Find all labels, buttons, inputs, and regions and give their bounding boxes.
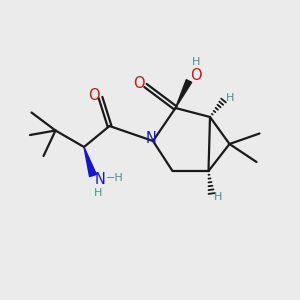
Text: H: H: [191, 57, 200, 68]
Text: N: N: [145, 131, 156, 146]
Polygon shape: [84, 147, 96, 177]
Text: N: N: [94, 172, 105, 187]
Polygon shape: [176, 80, 192, 108]
Text: H: H: [226, 93, 234, 103]
Text: O: O: [190, 68, 201, 83]
Text: −H: −H: [106, 173, 124, 184]
Text: H: H: [94, 188, 103, 198]
Text: O: O: [133, 76, 145, 92]
Text: O: O: [88, 88, 100, 104]
Text: H: H: [214, 191, 222, 202]
